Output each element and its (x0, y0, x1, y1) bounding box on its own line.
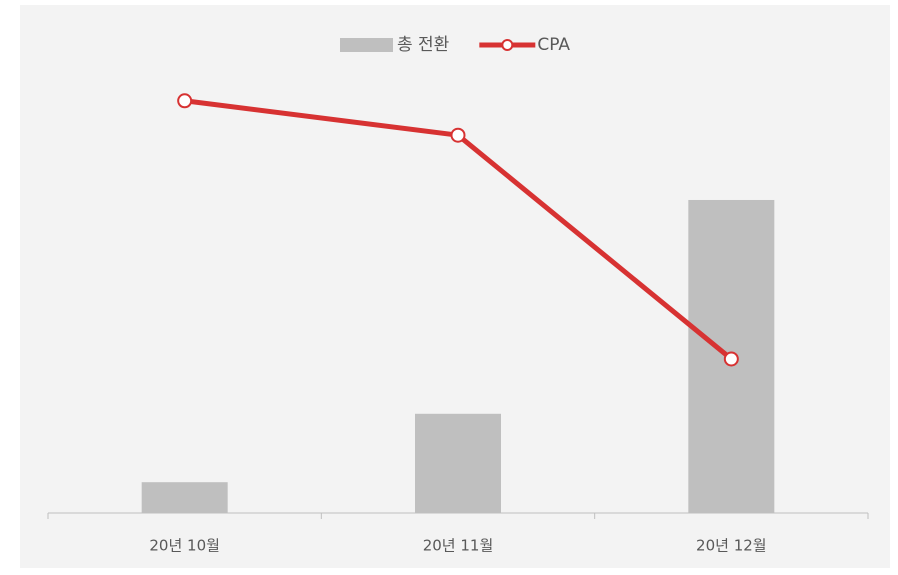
bar (415, 413, 501, 513)
line-marker (177, 93, 193, 109)
legend-marker (501, 39, 514, 51)
legend-label: 총 전환 (397, 35, 449, 55)
x-tick-label: 20년 11월 (423, 537, 494, 555)
x-tick-label: 20년 10월 (149, 537, 220, 555)
x-tick-label: 20년 12월 (696, 537, 767, 555)
bar (141, 482, 228, 513)
legend-swatch (340, 38, 393, 52)
line-marker (450, 127, 466, 143)
line-marker (723, 351, 739, 367)
legend-label: CPA (537, 35, 570, 55)
